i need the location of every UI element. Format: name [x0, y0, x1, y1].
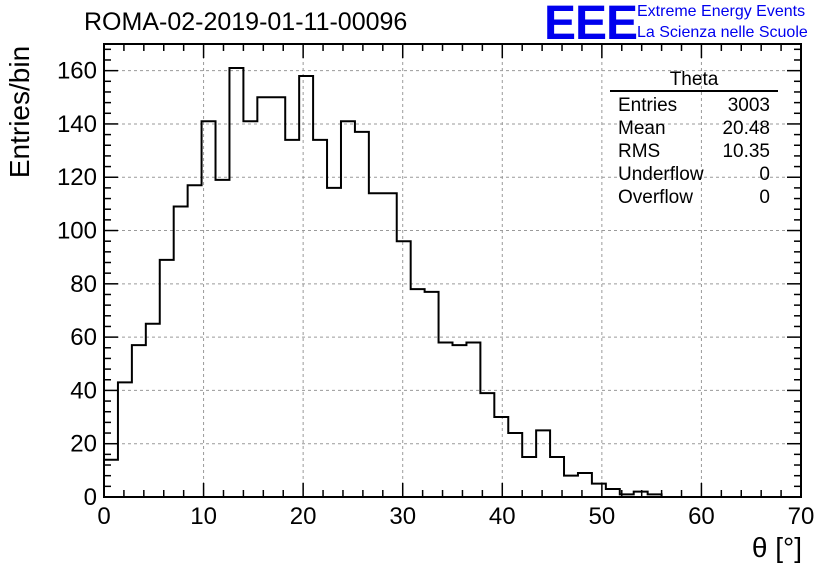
y-tick-label: 100: [57, 218, 97, 245]
stats-label: RMS: [618, 141, 661, 162]
y-tick-label: 60: [70, 324, 97, 351]
stats-row-overflow: Overflow 0: [610, 186, 778, 209]
y-axis-label: Entries/bin: [4, 45, 35, 179]
stats-title: Theta: [610, 70, 778, 92]
histogram-bin: [369, 193, 383, 497]
stats-row-underflow: Underflow 0: [610, 163, 778, 186]
histogram-bin: [174, 207, 188, 497]
histogram-bin: [188, 185, 202, 497]
histogram-bin: [285, 140, 299, 497]
histogram-bin: [257, 97, 271, 497]
x-tick-label: 0: [97, 503, 110, 530]
histogram-bin: [313, 140, 327, 497]
histogram-bin: [578, 473, 592, 497]
logo-line-2: La Scienza nelle Scuole: [637, 24, 808, 41]
histogram-bin: [564, 476, 578, 497]
histogram-bin: [411, 289, 425, 497]
grid-lines: [104, 44, 801, 497]
histogram-bin: [397, 241, 411, 497]
stats-label: Entries: [618, 95, 678, 116]
stats-label: Underflow: [618, 164, 704, 185]
y-tick-label: 120: [57, 164, 97, 191]
eee-logo: EEE: [544, 0, 638, 50]
histogram-bin: [160, 260, 174, 497]
x-tick-label: 50: [589, 503, 616, 530]
histogram-bin: [522, 457, 536, 497]
y-tick-label: 40: [70, 377, 97, 404]
histogram-bin: [202, 121, 216, 497]
stats-row-entries: Entries 3003: [610, 94, 778, 117]
y-tick-label: 80: [70, 271, 97, 298]
x-tick-label: 30: [389, 503, 416, 530]
histogram-series: [103, 66, 801, 498]
plot-border: [103, 43, 802, 498]
axis-ticks: [103, 44, 802, 498]
y-tick-label: 140: [57, 111, 97, 138]
histogram-bin: [118, 382, 132, 497]
histogram-bin: [146, 324, 160, 497]
stats-value: 3003: [727, 95, 770, 116]
stats-value: 20.48: [722, 118, 770, 139]
x-axis-label: θ [°]: [751, 532, 802, 563]
histogram-bin: [216, 180, 230, 497]
histogram-bin: [592, 484, 606, 497]
histogram-bin: [480, 393, 494, 497]
histogram-bin: [383, 193, 397, 497]
histogram-bin: [271, 97, 285, 497]
x-tick-label: 10: [190, 503, 217, 530]
histogram-bin: [536, 430, 550, 497]
histogram-bin: [425, 292, 439, 497]
logo-line-1: Extreme Energy Events: [637, 3, 806, 20]
y-tick-label: 0: [84, 484, 97, 511]
y-tick-label: 160: [57, 58, 97, 85]
histogram-bin: [355, 132, 369, 497]
stats-value: 10.35: [722, 141, 770, 162]
chart-title: ROMA-02-2019-01-11-00096: [84, 8, 408, 36]
x-tick-label: 20: [290, 503, 317, 530]
y-tick-label: 20: [70, 431, 97, 458]
histogram-bin: [606, 489, 620, 497]
plot-frame: [103, 43, 802, 498]
histogram-bin: [327, 188, 341, 497]
histogram-outline: [103, 66, 801, 498]
stats-label: Overflow: [618, 187, 693, 208]
stats-value: 0: [759, 187, 770, 208]
histogram-bin: [299, 76, 313, 497]
histogram-bin: [132, 345, 146, 497]
x-tick-label: 60: [688, 503, 715, 530]
x-tick-label: 70: [788, 503, 815, 530]
axis-tick-labels: 0 10 20 30 40 50 60 70 0 20 40 60 80 100 120 140 160: [57, 58, 814, 530]
histogram-bin: [453, 345, 467, 497]
stats-row-mean: Mean 20.48: [610, 117, 778, 140]
histogram-bin: [494, 417, 508, 497]
histogram-bin: [229, 68, 243, 497]
histogram-bin: [466, 342, 480, 497]
stats-box: Theta Entries 3003 Mean 20.48 RMS 10.35 …: [610, 70, 778, 209]
stats-value: 0: [759, 164, 770, 185]
x-tick-label: 40: [489, 503, 516, 530]
stats-label: Mean: [618, 118, 666, 139]
histogram-bin: [508, 433, 522, 497]
histogram-bin: [243, 121, 257, 497]
histogram-bin: [341, 121, 355, 497]
stats-row-rms: RMS 10.35: [610, 140, 778, 163]
histogram-bin: [439, 342, 453, 497]
